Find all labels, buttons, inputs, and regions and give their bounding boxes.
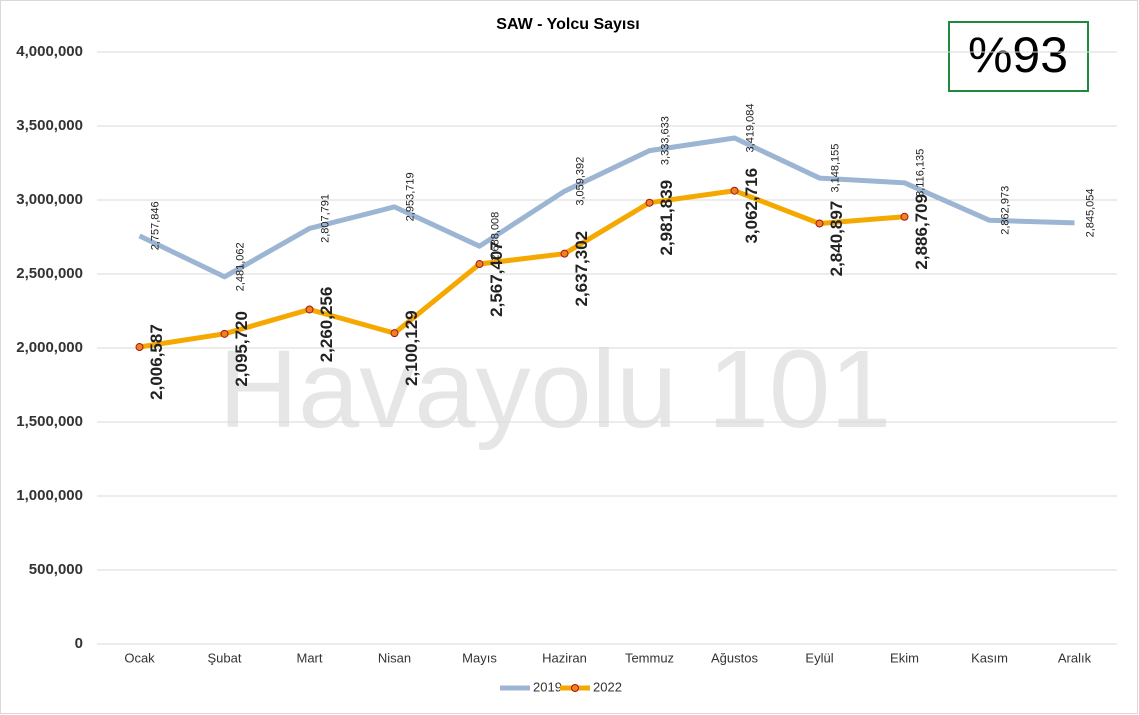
x-tick-label: Aralık [1058,650,1092,665]
point-marker [560,249,569,258]
y-tick-label: 2,500,000 [16,265,83,282]
chart-title: SAW - Yolcu Sayısı [496,16,639,33]
data-label: 2,886,709 [912,194,931,270]
legend-label: 2022 [593,679,622,694]
data-label: 2,006,587 [147,324,166,400]
data-label: 2,567,407 [487,241,506,317]
x-tick-label: Mart [297,650,323,665]
y-tick-label: 1,000,000 [16,487,83,504]
data-label: 2,100,129 [402,310,421,386]
legend-label: 2019 [533,679,562,694]
x-tick-label: Ocak [124,650,155,665]
data-label: 2,260,256 [317,287,336,363]
data-label: 2,757,846 [149,201,161,250]
data-label: 2,845,054 [1084,188,1096,237]
y-tick-label: 500,000 [29,561,83,578]
point-marker [305,305,314,314]
x-tick-label: Eylül [805,650,833,665]
point-marker [475,260,484,269]
data-label: 2,981,839 [657,180,676,256]
x-tick-label: Kasım [971,650,1008,665]
data-label: 2,637,302 [572,231,591,307]
y-tick-label: 4,000,000 [16,43,83,60]
point-marker [390,329,399,338]
data-label: 3,148,155 [829,144,841,193]
y-tick-label: 1,500,000 [16,413,83,430]
y-tick-label: 2,000,000 [16,339,83,356]
percent-box [948,21,1089,92]
y-tick-label: 3,000,000 [16,191,83,208]
data-label: 3,059,392 [574,157,586,206]
watermark: Havayolu 101 [219,328,892,451]
percent-label: %93 [968,27,1068,83]
point-marker [730,186,739,195]
point-marker [645,198,654,207]
y-tick-label: 3,500,000 [16,117,83,134]
y-tick-label: 0 [75,635,83,652]
point-marker [135,343,144,352]
data-label: 2,095,720 [232,311,251,387]
data-label: 2,840,897 [827,201,846,277]
x-tick-label: Mayıs [462,650,497,665]
data-label: 2,862,973 [999,186,1011,235]
x-tick-label: Ağustos [711,650,758,665]
data-label: 3,419,084 [744,104,756,153]
data-label: 2,688,008 [489,212,501,261]
x-tick-label: Ekim [890,650,919,665]
data-label: 2,953,719 [404,172,416,221]
data-label: 2,807,791 [319,194,331,243]
legend-marker [571,684,579,692]
series-line [138,135,1075,280]
point-marker [900,212,909,221]
x-tick-label: Temmuz [625,650,674,665]
point-marker [815,219,824,228]
data-label: 3,333,633 [659,116,671,165]
data-label: 3,116,135 [914,149,926,197]
point-marker [220,329,229,338]
data-label: 3,062,716 [742,168,761,244]
x-tick-label: Nisan [378,650,411,665]
x-tick-label: Şubat [208,650,242,665]
x-tick-label: Haziran [542,650,587,665]
series-line [139,188,905,350]
data-label: 2,481,062 [234,242,246,291]
